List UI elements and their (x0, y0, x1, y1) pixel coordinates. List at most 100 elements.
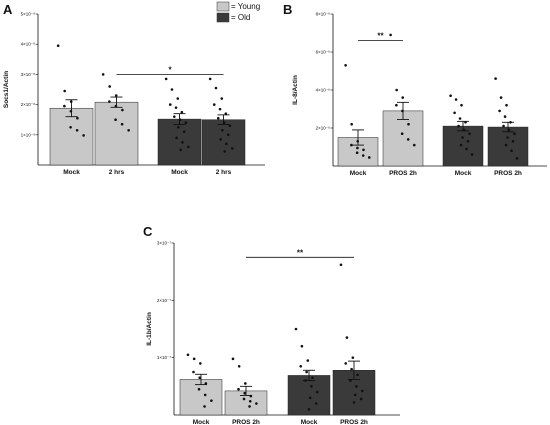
significance-label: ** (297, 248, 304, 257)
data-point (466, 140, 470, 143)
legend-swatch-young (216, 1, 230, 12)
data-point (101, 73, 105, 76)
bar (201, 119, 246, 166)
bar (179, 379, 223, 416)
data-point (503, 115, 507, 118)
y-tick-label: 2×10⁻⁸ (21, 102, 36, 107)
data-point (509, 121, 512, 124)
x-tick-label: Mock (193, 419, 210, 425)
data-point (208, 77, 212, 81)
chart-panel-a: 1×10⁻⁸ 2×10⁻⁸ 3×10⁻⁸ 4×10⁻⁸ 5×10⁻⁸ Socs1/Acti… (3, 12, 265, 176)
data-point (300, 344, 304, 348)
bar (442, 125, 484, 167)
data-point (361, 154, 365, 157)
data-point (212, 103, 216, 106)
data-point (389, 33, 392, 37)
legend-label-young: = Young (231, 2, 260, 11)
data-point (465, 147, 468, 151)
data-point (76, 116, 79, 120)
data-point (353, 393, 357, 397)
data-point (356, 373, 359, 377)
data-point (198, 376, 201, 380)
data-point (502, 124, 505, 128)
data-point (513, 132, 516, 135)
data-point (304, 379, 307, 382)
data-point (344, 64, 347, 67)
data-point (351, 356, 355, 359)
data-point (178, 118, 182, 121)
data-point (230, 147, 234, 150)
data-point (120, 122, 124, 126)
data-point (459, 143, 463, 147)
data-point (170, 88, 174, 91)
data-point (458, 117, 462, 120)
significance-label: ** (377, 32, 384, 41)
y-tick-label: 2×10⁻⁷ (157, 298, 172, 303)
data-point (248, 399, 252, 403)
data-point (350, 122, 353, 126)
data-point (176, 97, 180, 100)
data-point (63, 104, 66, 108)
data-point (231, 357, 235, 361)
data-point (223, 150, 227, 153)
data-point (204, 382, 208, 385)
data-point (69, 100, 73, 103)
data-point (186, 353, 190, 357)
panel-letter-c: C (143, 224, 153, 239)
data-point (244, 382, 247, 385)
data-point (224, 112, 228, 115)
data-point (114, 118, 117, 121)
data-point (127, 128, 130, 132)
data-point (350, 367, 353, 371)
data-point (462, 128, 466, 132)
data-point (468, 132, 471, 135)
data-point (179, 148, 183, 152)
x-tick-label: Mock (350, 170, 367, 177)
data-point (306, 359, 310, 362)
data-point (504, 143, 508, 147)
data-point (498, 109, 501, 113)
panel-letter-a: A (3, 2, 13, 17)
x-tick-label: PROS 2h (494, 170, 522, 177)
data-point (510, 149, 513, 153)
data-point (305, 370, 308, 374)
x-tick-label: PROS 2h (340, 419, 368, 425)
data-point (339, 263, 343, 267)
data-point (449, 94, 452, 97)
y-axis-label: Socs1/Actin (3, 71, 10, 108)
data-point (367, 156, 371, 159)
y-tick-label: 6×10⁻⁶ (316, 50, 331, 55)
data-point (75, 128, 79, 132)
chart-panel-c: 1×10⁻⁷ 2×10⁻⁷ 3×10⁻⁷ IL-1b/Actin Mock PROS 2h… (146, 241, 400, 425)
x-tick-label: Mock (301, 419, 318, 425)
data-point (407, 122, 410, 126)
y-tick-label: 3×10⁻⁸ (21, 72, 36, 77)
data-point (395, 103, 398, 107)
bar (49, 107, 94, 166)
x-tick-label: PROS 2h (389, 170, 417, 177)
data-point (69, 125, 72, 129)
data-point (355, 151, 359, 154)
data-point (242, 397, 246, 401)
data-point (310, 385, 313, 388)
data-point (360, 389, 364, 393)
data-point (192, 357, 196, 361)
data-point (197, 387, 201, 391)
bar (487, 126, 529, 167)
data-point (173, 115, 176, 118)
y-tick-label: 4×10⁻⁶ (316, 88, 331, 93)
x-tick-label: Mock (63, 169, 80, 176)
data-point (299, 364, 303, 368)
data-point (344, 362, 348, 365)
data-point (82, 134, 85, 137)
data-point (228, 124, 232, 128)
data-point (307, 407, 311, 411)
y-tick-label: 1×10⁻⁷ (157, 355, 172, 360)
bar (157, 118, 202, 166)
data-point (515, 157, 519, 160)
data-point (218, 107, 222, 111)
data-point (356, 146, 359, 150)
data-point (214, 86, 218, 90)
data-point (114, 94, 118, 97)
